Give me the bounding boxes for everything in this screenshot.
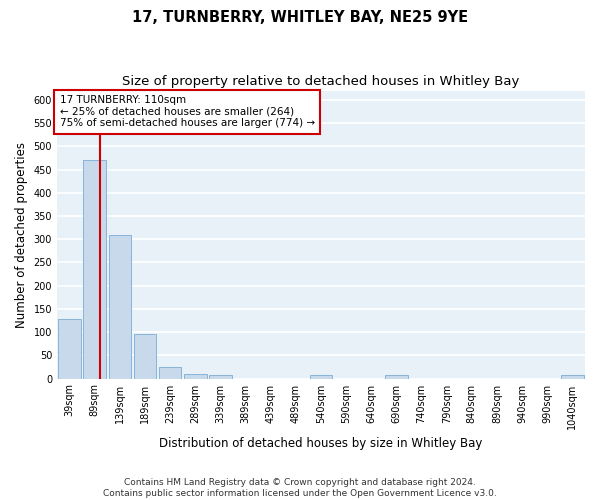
Text: 17 TURNBERRY: 110sqm
← 25% of detached houses are smaller (264)
75% of semi-deta: 17 TURNBERRY: 110sqm ← 25% of detached h… — [59, 95, 314, 128]
Bar — [83, 160, 106, 378]
Bar — [310, 376, 332, 378]
Bar — [209, 376, 232, 378]
Bar — [385, 376, 408, 378]
Bar — [159, 367, 181, 378]
Title: Size of property relative to detached houses in Whitley Bay: Size of property relative to detached ho… — [122, 75, 520, 88]
Text: Contains HM Land Registry data © Crown copyright and database right 2024.
Contai: Contains HM Land Registry data © Crown c… — [103, 478, 497, 498]
Bar — [561, 376, 584, 378]
X-axis label: Distribution of detached houses by size in Whitley Bay: Distribution of detached houses by size … — [160, 437, 483, 450]
Bar — [58, 319, 81, 378]
Bar — [109, 234, 131, 378]
Bar — [134, 334, 157, 378]
Y-axis label: Number of detached properties: Number of detached properties — [15, 142, 28, 328]
Bar — [184, 374, 206, 378]
Text: 17, TURNBERRY, WHITLEY BAY, NE25 9YE: 17, TURNBERRY, WHITLEY BAY, NE25 9YE — [132, 10, 468, 25]
